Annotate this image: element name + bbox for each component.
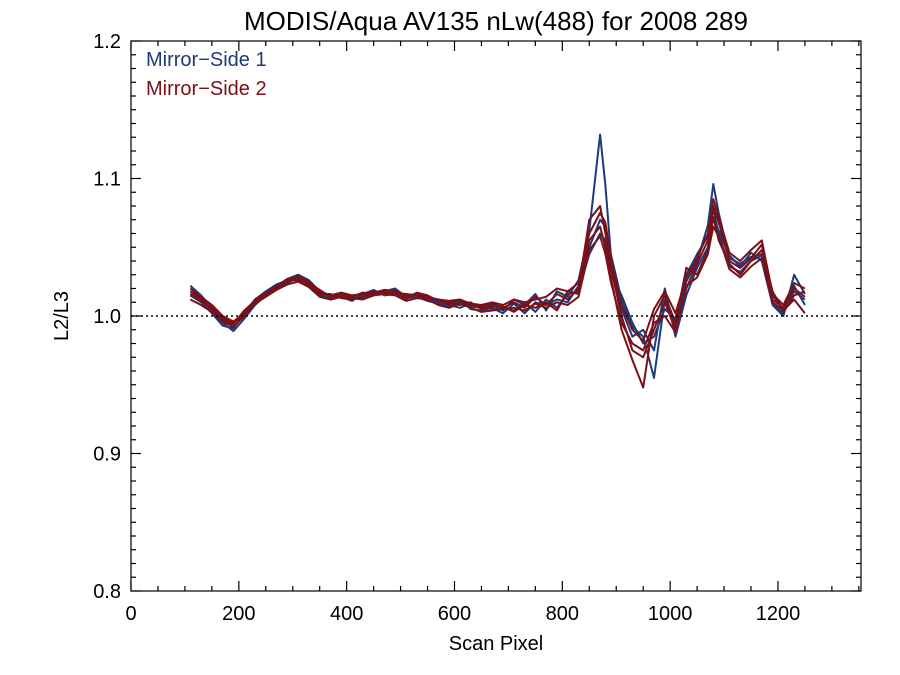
axis-ticks: 0 200 400 600 800 1000 1200 0.8 0.9 1.0 1.1 1.2 [93, 31, 861, 625]
legend-entry-mirror-side-2: Mirror−Side 2 [146, 78, 267, 100]
y-tick-label: 0.9 [93, 444, 121, 466]
y-tick-label: 1.0 [93, 306, 121, 328]
x-tick-label: 600 [438, 603, 471, 625]
x-tick-label: 400 [330, 603, 363, 625]
x-tick-label: 1000 [648, 603, 693, 625]
y-tick-label: 0.8 [93, 581, 121, 603]
x-tick-label: 200 [222, 603, 255, 625]
plot-area [189, 133, 806, 389]
series-line-0 [189, 133, 806, 379]
legend-entry-mirror-side-1: Mirror−Side 1 [146, 49, 267, 71]
x-tick-label: 0 [125, 603, 136, 625]
y-tick-label: 1.2 [93, 31, 121, 53]
series-line-2 [189, 218, 806, 345]
x-axis-label: Scan Pixel [449, 633, 544, 655]
y-tick-label: 1.1 [93, 169, 121, 191]
y-axis-label: L2/L3 [51, 291, 73, 341]
series-line-6 [189, 198, 806, 342]
series-line-5 [189, 225, 806, 352]
x-tick-label: 1200 [756, 603, 801, 625]
chart-title: MODIS/Aqua AV135 nLw(488) for 2008 289 [244, 6, 748, 36]
series-line-4 [189, 216, 806, 389]
x-tick-label: 800 [546, 603, 579, 625]
